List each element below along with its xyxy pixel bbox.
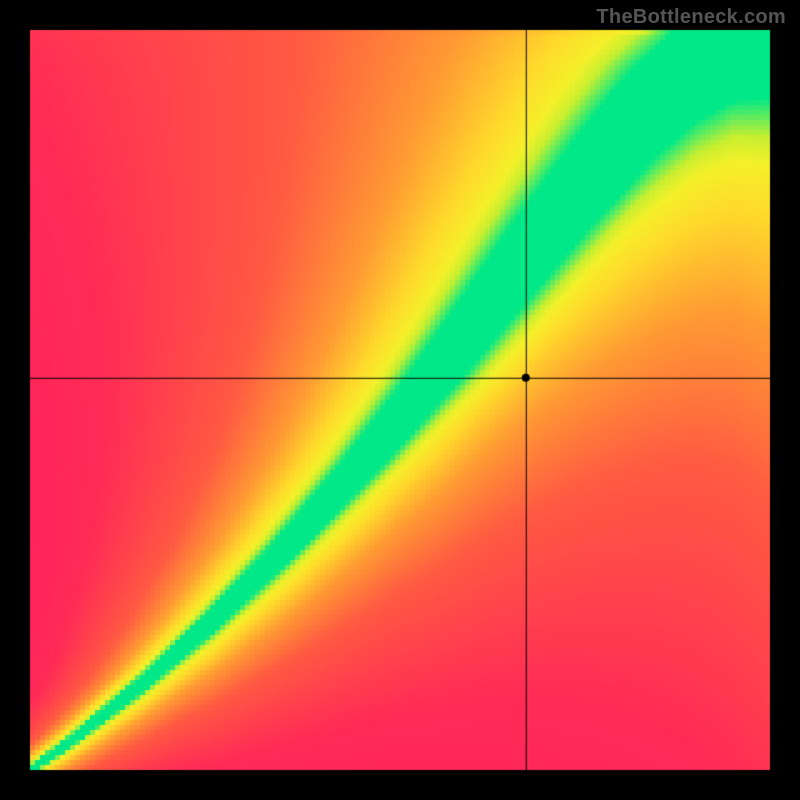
chart-container: TheBottleneck.com [0, 0, 800, 800]
watermark-text: TheBottleneck.com [596, 6, 786, 29]
bottleneck-heatmap [0, 0, 800, 800]
